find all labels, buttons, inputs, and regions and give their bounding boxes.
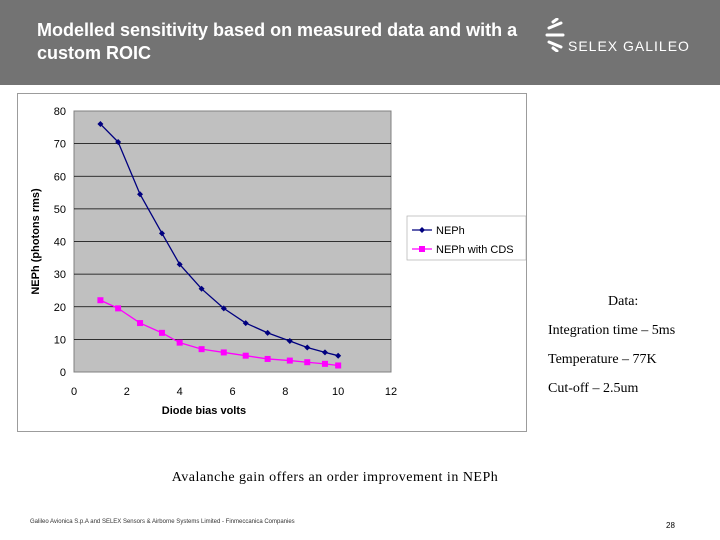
note-cutoff: Cut-off – 2.5um — [548, 381, 639, 396]
data-point — [137, 320, 144, 327]
data-point — [115, 138, 122, 145]
company-logo: SELEX GALILEO — [544, 18, 714, 54]
legend-label: NEPh — [436, 225, 465, 237]
logo-rays-icon — [545, 18, 565, 52]
slide-title: Modelled sensitivity based on measured d… — [37, 20, 518, 63]
data-notes: Data: Integration time – 5ms Temperature… — [548, 292, 718, 408]
y-tick-label: 80 — [54, 106, 66, 118]
y-tick-label: 70 — [54, 139, 66, 151]
x-tick-label: 6 — [229, 386, 235, 398]
x-tick-label: 10 — [332, 386, 344, 398]
data-point — [97, 121, 104, 128]
y-tick-label: 60 — [54, 171, 66, 183]
legend-marker — [419, 246, 425, 252]
slide-header: Modelled sensitivity based on measured d… — [0, 0, 720, 85]
note-temperature: Temperature – 77K — [548, 352, 657, 367]
y-tick-label: 0 — [60, 367, 66, 379]
data-point — [242, 352, 249, 359]
y-tick-label: 10 — [54, 334, 66, 346]
data-point — [198, 346, 205, 353]
data-point — [176, 339, 183, 346]
data-point — [321, 349, 328, 356]
data-point — [304, 344, 311, 351]
x-axis-label: Diode bias volts — [162, 405, 246, 417]
legend-label: NEPh with CDS — [436, 244, 514, 256]
y-tick-label: 40 — [54, 237, 66, 249]
data-point — [158, 329, 165, 336]
page-number: 28 — [666, 521, 675, 530]
data-point — [97, 297, 104, 304]
data-point — [220, 349, 227, 356]
data-point — [335, 352, 342, 359]
notes-heading: Data: — [608, 294, 639, 309]
data-point — [158, 230, 165, 237]
data-point — [242, 320, 249, 327]
line-chart: 0 10 20 30 40 50 60 70 80 0 2 4 6 8 10 12 Diode bias vol… — [30, 106, 527, 417]
data-point — [115, 305, 122, 312]
legend-marker — [419, 227, 425, 233]
x-tick-label: 12 — [385, 386, 397, 398]
y-tick-label: 50 — [54, 204, 66, 216]
data-point — [264, 355, 271, 362]
y-tick-label: 30 — [54, 269, 66, 281]
x-tick-label: 8 — [282, 386, 288, 398]
data-point — [286, 357, 293, 364]
y-axis-label: NEPh (photons rms) — [30, 188, 42, 295]
data-point — [304, 359, 311, 366]
footer-text: Galileo Avionica S.p.A and SELEX Sensors… — [30, 519, 295, 525]
data-point — [176, 261, 183, 268]
data-point — [286, 338, 293, 345]
data-point — [335, 362, 342, 369]
x-tick-label: 2 — [124, 386, 130, 398]
data-point — [321, 360, 328, 367]
logo-text: SELEX GALILEO — [568, 38, 690, 54]
chart-container: 0 10 20 30 40 50 60 70 80 0 2 4 6 8 10 12 Diode bias vol… — [17, 93, 527, 432]
data-point — [137, 191, 144, 198]
slide-caption: Avalanche gain offers an order improveme… — [171, 470, 499, 485]
data-point — [264, 329, 271, 336]
data-point — [198, 285, 205, 292]
note-integration-time: Integration time – 5ms — [548, 323, 676, 338]
x-tick-label: 4 — [177, 386, 183, 398]
x-tick-label: 0 — [71, 386, 77, 398]
data-point — [220, 305, 227, 312]
y-tick-label: 20 — [54, 302, 66, 314]
